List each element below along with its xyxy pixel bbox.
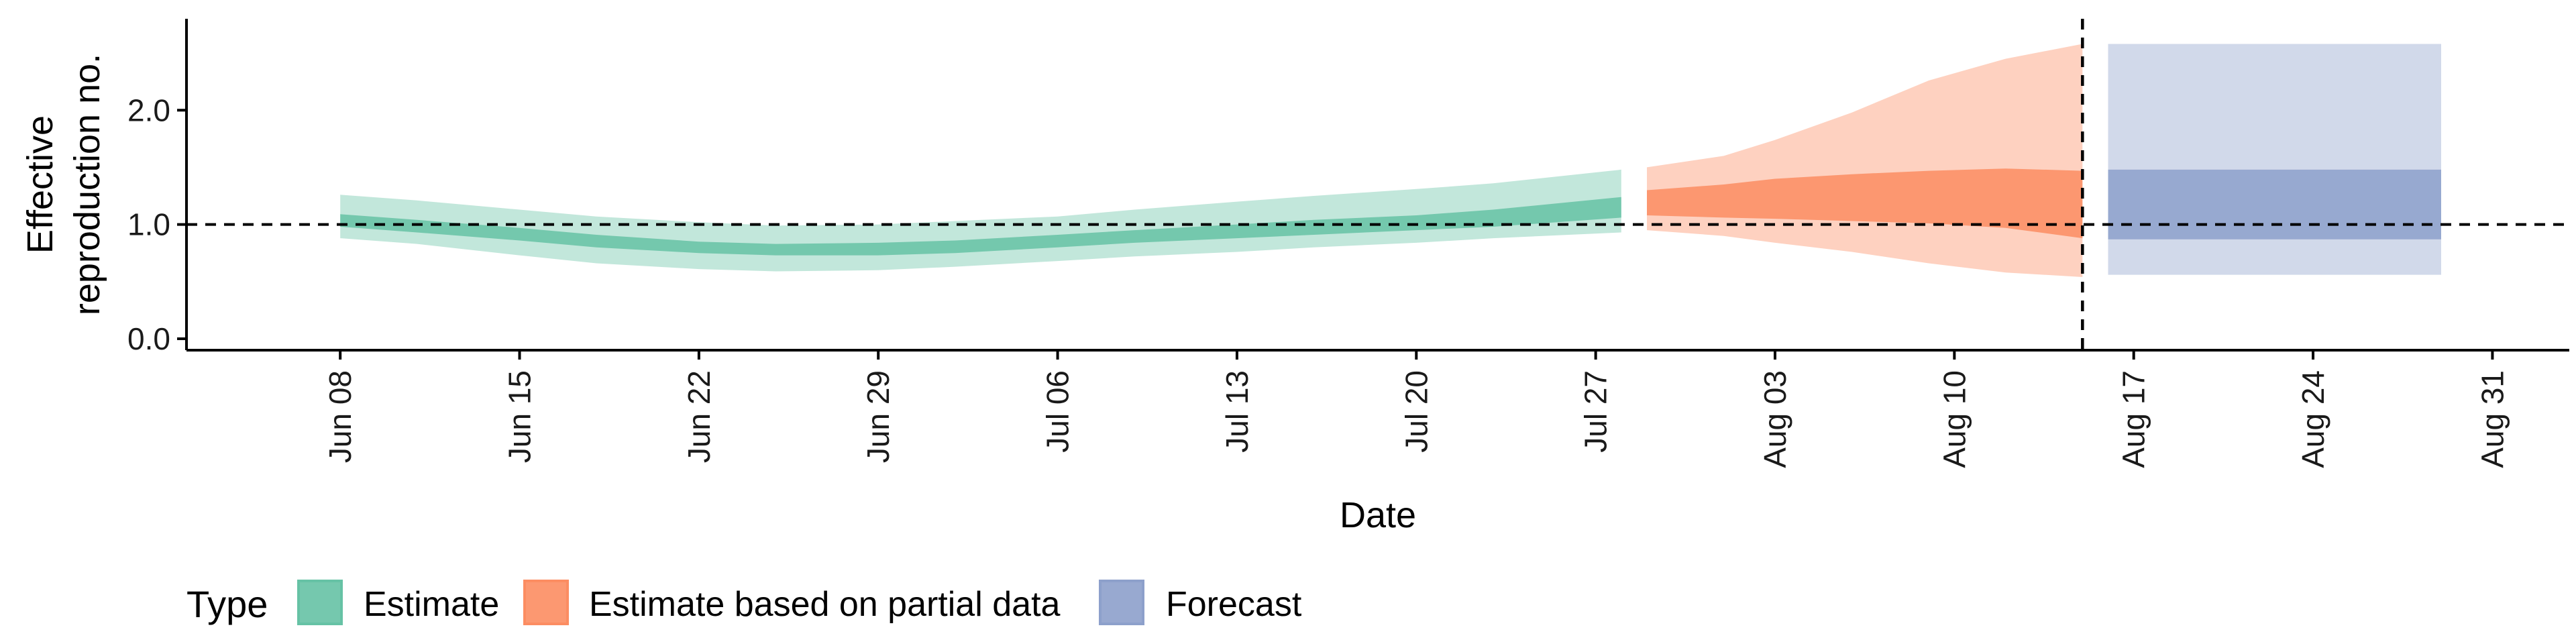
x-tick-label: Jun 29 xyxy=(861,370,896,463)
x-tick-label: Jul 13 xyxy=(1220,370,1254,453)
x-tick-label: Aug 24 xyxy=(2296,370,2330,468)
x-tick-label: Jul 27 xyxy=(1578,370,1613,453)
forecast-outer-band xyxy=(2108,44,2441,275)
band-layer xyxy=(340,44,2441,277)
y-axis-title: Effective reproduction no. xyxy=(20,54,107,315)
x-tick-label: Aug 03 xyxy=(1758,370,1792,468)
legend-key xyxy=(297,580,343,625)
estimate-based-on-partial-data-outer-band xyxy=(1647,44,2083,277)
legend-title: Type xyxy=(186,583,268,625)
reference-lines xyxy=(186,19,2569,350)
estimate-based-on-partial-data-inner-band xyxy=(1647,168,2083,239)
x-tick-label: Jun 15 xyxy=(502,370,537,463)
legend-label: Estimate based on partial data xyxy=(589,585,1061,624)
legend-key xyxy=(523,580,569,625)
legend-key xyxy=(1099,580,1144,625)
x-tick-label: Jul 20 xyxy=(1399,370,1434,453)
y-tick-label: 2.0 xyxy=(127,93,170,127)
x-axis-title: Date xyxy=(1340,495,1416,535)
y-tick-label: 0.0 xyxy=(127,321,170,356)
x-tick-label: Aug 17 xyxy=(2116,370,2151,468)
y-tick-label: 1.0 xyxy=(127,207,170,242)
x-tick-label: Jun 08 xyxy=(323,370,358,463)
x-tick-label: Aug 31 xyxy=(2475,370,2510,468)
legend: Type Estimate Estimate based on partial da… xyxy=(186,580,1302,625)
legend-label: Forecast xyxy=(1166,585,1302,624)
y-axis-title-line: reproduction no. xyxy=(67,54,107,315)
legend-label: Estimate xyxy=(364,585,499,624)
x-tick-label: Jul 06 xyxy=(1040,370,1075,453)
x-tick-label: Aug 10 xyxy=(1937,370,1972,468)
axes-layer: 0.0 1.0 2.0 Jun 08 Jun 15 Jun 22 Jun 29 Jul 06 J… xyxy=(20,19,2569,535)
x-tick-label: Jun 22 xyxy=(682,370,716,463)
y-axis-title-line: Effective xyxy=(20,115,60,254)
forecast-inner-band xyxy=(2108,169,2441,239)
estimate-inner-band xyxy=(340,197,1621,256)
